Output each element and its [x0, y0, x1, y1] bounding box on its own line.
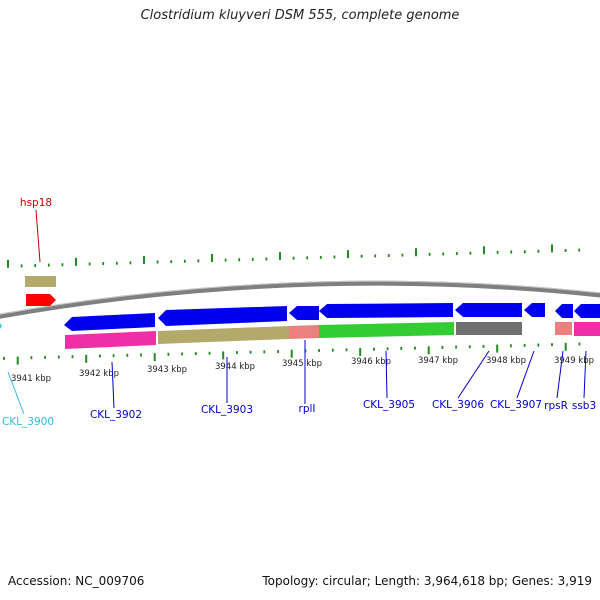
gene-leader-line: [556, 350, 564, 399]
tick-row-top: [7, 244, 581, 268]
scale-label: 3941 kbp: [11, 374, 51, 384]
gene-leader-line: [516, 350, 535, 399]
gene-label[interactable]: rplI: [299, 403, 316, 415]
gene-label-leaders: [7, 340, 587, 415]
gene-label[interactable]: hsp18: [20, 197, 52, 209]
ckl3900-fragment: [0, 323, 2, 329]
scale-label: 3947 kbp: [418, 356, 458, 366]
hsp18-khaki-feature: [25, 276, 56, 287]
genome-backbone: [0, 280, 600, 319]
scale-label: 3945 kbp: [282, 359, 322, 369]
feature-bar-salmon-1: [289, 325, 319, 339]
hsp18-gene-arrow: [26, 294, 56, 306]
hsp18-label-leader: [35, 209, 41, 263]
map-title: Clostridium kluyveri DSM 555, complete g…: [140, 8, 460, 23]
feature-bar-magenta-1: [65, 331, 156, 349]
gene-label[interactable]: CKL_3903: [201, 404, 253, 416]
feature-bar-khaki: [158, 326, 289, 344]
scale-label: 3943 kbp: [147, 365, 187, 375]
gene-arrow-ckl3905: [319, 303, 453, 318]
gene-arrow-ckl3906: [455, 303, 522, 317]
gene-arrow-rpli: [289, 306, 319, 320]
gene-arrow-rpsr: [555, 304, 573, 318]
gene-leader-line: [385, 350, 388, 399]
scale-label: 3946 kbp: [351, 357, 391, 367]
scale-label: 3949 kbp: [554, 356, 594, 366]
backbone-highlight: [0, 280, 600, 315]
gene-arrow-ssb3: [574, 304, 600, 318]
scale-label: 3944 kbp: [215, 362, 255, 372]
gene-leader-line: [7, 371, 25, 415]
gene-label[interactable]: CKL_3902: [90, 409, 142, 421]
scale-label: 3948 kbp: [486, 356, 526, 366]
gene-leader-line: [111, 361, 115, 409]
gene-label[interactable]: ssb3: [572, 400, 596, 412]
gene-label[interactable]: CKL_3906: [432, 399, 484, 411]
gene-label[interactable]: CKL_3900: [2, 416, 54, 428]
feature-bar-salmon-2: [555, 322, 572, 335]
feature-bar-green: [319, 322, 454, 338]
gene-arrow-ckl3907: [524, 303, 545, 317]
accession-text: Accession: NC_009706: [8, 574, 145, 588]
gene-arrow-ckl3902: [64, 313, 155, 331]
gene-label[interactable]: CKL_3905: [363, 399, 415, 411]
gene-labels: hsp18 CKL_3900 CKL_3902 CKL_3903 rplI CKL_390…: [2, 197, 596, 428]
tick-row-bottom: [3, 342, 581, 365]
gene-leader-line: [583, 350, 587, 399]
scale-labels: 3941 kbp 3942 kbp 3943 kbp 3944 kbp 3945 kbp…: [11, 356, 594, 384]
gene-label[interactable]: CKL_3907: [490, 399, 542, 411]
gene-label[interactable]: rpsR: [544, 400, 568, 412]
scale-label: 3942 kbp: [79, 369, 119, 379]
feature-bar-gray: [456, 322, 522, 335]
gene-leader-line: [457, 350, 490, 399]
feature-bar-magenta-2: [574, 322, 600, 336]
genome-summary-text: Topology: circular; Length: 3,964,618 bp…: [262, 574, 592, 588]
gene-arrow-ckl3903: [158, 306, 287, 326]
